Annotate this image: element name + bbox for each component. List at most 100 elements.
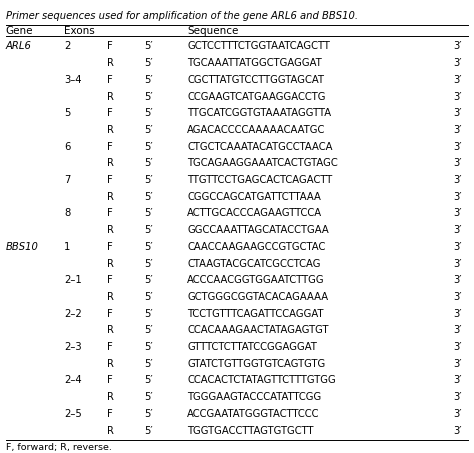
Text: F: F [107, 342, 112, 352]
Text: R: R [107, 359, 114, 369]
Text: 3′: 3′ [454, 192, 462, 202]
Text: 5′: 5′ [145, 192, 153, 202]
Text: 5′: 5′ [145, 225, 153, 235]
Text: TTGCATCGGTGTAAATAGGTTA: TTGCATCGGTGTAAATAGGTTA [187, 108, 331, 118]
Text: Exons: Exons [64, 25, 95, 36]
Text: F: F [107, 376, 112, 386]
Text: F: F [107, 275, 112, 285]
Text: CGGCCAGCATGATTCTTAAA: CGGCCAGCATGATTCTTAAA [187, 192, 321, 202]
Text: 5′: 5′ [145, 75, 153, 85]
Text: CCACAAAGAACTATAGAGTGT: CCACAAAGAACTATAGAGTGT [187, 325, 329, 335]
Text: 3′: 3′ [454, 41, 462, 51]
Text: CAACCAAGAAGCCGTGCTAC: CAACCAAGAAGCCGTGCTAC [187, 242, 326, 252]
Text: CCACACTCTATAGTTCTTTGTGG: CCACACTCTATAGTTCTTTGTGG [187, 376, 336, 386]
Text: GCTCCTTTCTGGTAATCAGCTT: GCTCCTTTCTGGTAATCAGCTT [187, 41, 330, 51]
Text: R: R [107, 58, 114, 68]
Text: R: R [107, 225, 114, 235]
Text: BBS10: BBS10 [6, 242, 38, 252]
Text: ACTTGCACCCAGAAGTTCCA: ACTTGCACCCAGAAGTTCCA [187, 208, 322, 218]
Text: R: R [107, 325, 114, 335]
Text: 3′: 3′ [454, 75, 462, 85]
Text: 5′: 5′ [145, 92, 153, 101]
Text: F, forward; R, reverse.: F, forward; R, reverse. [6, 443, 111, 452]
Text: GTTTCTCTTATCCGGAGGAT: GTTTCTCTTATCCGGAGGAT [187, 342, 317, 352]
Text: CTGCTCAAATACATGCCTAACA: CTGCTCAAATACATGCCTAACA [187, 142, 333, 152]
Text: 5′: 5′ [145, 308, 153, 318]
Text: R: R [107, 426, 114, 436]
Text: 3′: 3′ [454, 292, 462, 302]
Text: GTATCTGTTGGTGTCAGTGTG: GTATCTGTTGGTGTCAGTGTG [187, 359, 326, 369]
Text: 3–4: 3–4 [64, 75, 82, 85]
Text: R: R [107, 259, 114, 269]
Text: 5′: 5′ [145, 159, 153, 169]
Text: TGCAGAAGGAAATCACTGTAGC: TGCAGAAGGAAATCACTGTAGC [187, 159, 338, 169]
Text: 5′: 5′ [145, 142, 153, 152]
Text: 3′: 3′ [454, 275, 462, 285]
Text: 3′: 3′ [454, 125, 462, 135]
Text: 5′: 5′ [145, 259, 153, 269]
Text: 5′: 5′ [145, 392, 153, 402]
Text: F: F [107, 208, 112, 218]
Text: 5′: 5′ [145, 342, 153, 352]
Text: ACCGAATATGGGTACTTCCC: ACCGAATATGGGTACTTCCC [187, 409, 320, 419]
Text: TGGGAAGTACCCATATTCGG: TGGGAAGTACCCATATTCGG [187, 392, 321, 402]
Text: 3′: 3′ [454, 259, 462, 269]
Text: 3′: 3′ [454, 108, 462, 118]
Text: 5′: 5′ [145, 242, 153, 252]
Text: 2–2: 2–2 [64, 308, 82, 318]
Text: 1: 1 [64, 242, 70, 252]
Text: 3′: 3′ [454, 208, 462, 218]
Text: Sequence: Sequence [187, 25, 238, 36]
Text: GGCCAAATTAGCATACCTGAA: GGCCAAATTAGCATACCTGAA [187, 225, 329, 235]
Text: 3′: 3′ [454, 92, 462, 101]
Text: 7: 7 [64, 175, 70, 185]
Text: 3′: 3′ [454, 392, 462, 402]
Text: TGCAAATTATGGCTGAGGAT: TGCAAATTATGGCTGAGGAT [187, 58, 322, 68]
Text: F: F [107, 142, 112, 152]
Text: 3′: 3′ [454, 426, 462, 436]
Text: 3′: 3′ [454, 58, 462, 68]
Text: R: R [107, 92, 114, 101]
Text: R: R [107, 159, 114, 169]
Text: R: R [107, 192, 114, 202]
Text: 3′: 3′ [454, 325, 462, 335]
Text: 5′: 5′ [145, 275, 153, 285]
Text: TTGTTCCTGAGCACTCAGACTT: TTGTTCCTGAGCACTCAGACTT [187, 175, 332, 185]
Text: 5′: 5′ [145, 292, 153, 302]
Text: F: F [107, 409, 112, 419]
Text: ACCCAACGGTGGAATCTTGG: ACCCAACGGTGGAATCTTGG [187, 275, 325, 285]
Text: 3′: 3′ [454, 409, 462, 419]
Text: 2–1: 2–1 [64, 275, 82, 285]
Text: 2–3: 2–3 [64, 342, 82, 352]
Text: F: F [107, 175, 112, 185]
Text: TCCTGTTTCAGATTCCAGGAT: TCCTGTTTCAGATTCCAGGAT [187, 308, 324, 318]
Text: 3′: 3′ [454, 175, 462, 185]
Text: 3′: 3′ [454, 359, 462, 369]
Text: ARL6: ARL6 [6, 41, 32, 51]
Text: TGGTGACCTTAGTGTGCTT: TGGTGACCTTAGTGTGCTT [187, 426, 314, 436]
Text: 5′: 5′ [145, 208, 153, 218]
Text: 5′: 5′ [145, 108, 153, 118]
Text: 2–5: 2–5 [64, 409, 82, 419]
Text: 5′: 5′ [145, 376, 153, 386]
Text: 5′: 5′ [145, 41, 153, 51]
Text: 5′: 5′ [145, 58, 153, 68]
Text: AGACACCCCAAAAACAATGC: AGACACCCCAAAAACAATGC [187, 125, 326, 135]
Text: 2–4: 2–4 [64, 376, 82, 386]
Text: 5′: 5′ [145, 125, 153, 135]
Text: GCTGGGCGGTACACAGAAAA: GCTGGGCGGTACACAGAAAA [187, 292, 328, 302]
Text: F: F [107, 308, 112, 318]
Text: CGCTTATGTCCTTGGTAGCAT: CGCTTATGTCCTTGGTAGCAT [187, 75, 324, 85]
Text: Gene: Gene [6, 25, 33, 36]
Text: F: F [107, 242, 112, 252]
Text: 6: 6 [64, 142, 70, 152]
Text: 3′: 3′ [454, 225, 462, 235]
Text: 3′: 3′ [454, 242, 462, 252]
Text: 2: 2 [64, 41, 70, 51]
Text: 5: 5 [64, 108, 70, 118]
Text: 8: 8 [64, 208, 70, 218]
Text: 3′: 3′ [454, 159, 462, 169]
Text: R: R [107, 292, 114, 302]
Text: R: R [107, 392, 114, 402]
Text: CTAAGTACGCATCGCCTCAG: CTAAGTACGCATCGCCTCAG [187, 259, 321, 269]
